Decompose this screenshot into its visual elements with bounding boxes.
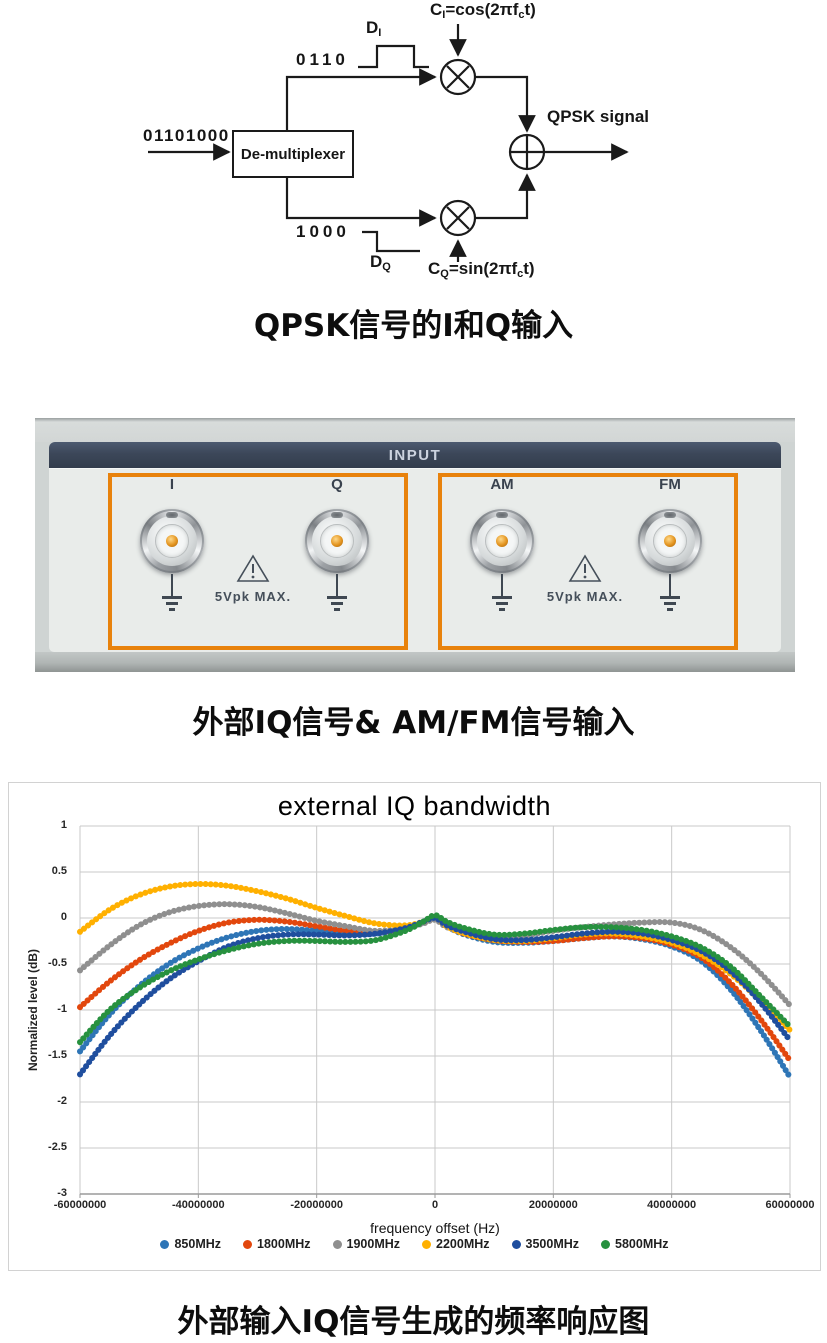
legend-item-1900mhz: 1900MHz <box>332 1237 401 1251</box>
legend-label: 1900MHz <box>346 1237 401 1251</box>
mixer-q-to-adder-line <box>475 173 536 220</box>
y-tick-label: -3 <box>57 1187 67 1199</box>
series-marker-icon <box>601 1239 611 1249</box>
bnc-connector-q[interactable] <box>305 509 369 573</box>
legend-label: 5800MHz <box>615 1237 669 1251</box>
ground-symbol-icon <box>161 574 183 614</box>
legend-item-5800mhz: 5800MHz <box>601 1237 669 1251</box>
iq-group-highlight-box <box>108 473 408 650</box>
demultiplexer-label: De-multiplexer <box>240 145 346 163</box>
q-branch-line <box>285 174 437 227</box>
di-label: DI <box>366 18 382 39</box>
series-marker-icon <box>160 1239 170 1249</box>
bnc-center-pin <box>166 535 178 547</box>
legend-label: 2200MHz <box>436 1237 490 1251</box>
instrument-panel-photo: INPUT I Q AM FM 5Vpk MAX. 5Vpk MAX. <box>35 418 795 672</box>
y-tick-label: -2 <box>57 1095 67 1107</box>
x-tick-label: 40000000 <box>647 1199 697 1211</box>
carrier-i-label: CI=cos(2πfct) <box>430 0 536 21</box>
x-axis-title: frequency offset (Hz) <box>370 1220 500 1236</box>
i-branch-line <box>285 68 437 130</box>
x-tick-label: 20000000 <box>528 1199 578 1211</box>
mixer-i-to-adder-line <box>475 75 536 133</box>
bnc-connector-i[interactable] <box>140 509 204 573</box>
legend-item-2200mhz: 2200MHz <box>422 1237 490 1251</box>
warning-triangle-icon <box>236 554 270 582</box>
x-tick-label: 0 <box>431 1199 439 1211</box>
amfm-group-highlight-box <box>438 473 738 650</box>
bnc-center-pin <box>496 535 508 547</box>
legend-label: 1800MHz <box>257 1237 311 1251</box>
qpsk-output-label: QPSK signal <box>547 107 650 126</box>
qpsk-block-diagram: 01101000 De-multiplexer 0110 DI CI=cos(2… <box>0 0 827 295</box>
bnc-center-pin <box>331 535 343 547</box>
y-tick-label: 1 <box>60 819 67 831</box>
i-bits-label: 0110 <box>296 50 349 69</box>
ground-symbol-icon <box>659 574 681 614</box>
bnc-center-pin <box>664 535 676 547</box>
x-tick-label: -60000000 <box>53 1199 107 1211</box>
demultiplexer-box: De-multiplexer <box>232 130 354 178</box>
panel-caption: 外部IQ信号& AM/FM信号输入 <box>192 705 635 741</box>
mixer-q-icon <box>439 199 477 237</box>
y-tick-label: 0 <box>60 911 67 923</box>
y-axis-tick-labels: 1 0.5 0 -0.5 -1 -1.5 -2 -2.5 -3 <box>9 819 75 1199</box>
panel-top-bezel <box>35 418 795 442</box>
mixer-i-icon <box>439 58 477 96</box>
panel-input-header: INPUT <box>49 442 781 468</box>
series-marker-icon <box>243 1239 253 1249</box>
q-bits-label: 1000 <box>296 222 350 241</box>
q-pulse-waveform <box>362 230 420 253</box>
legend-label: 850MHz <box>174 1237 222 1251</box>
frequency-response-chart: external IQ bandwidth Normalized level (… <box>8 782 821 1271</box>
chart-legend: 850MHz 1800MHz 1900MHz 2200MHz 3500MHz 5… <box>9 1237 820 1251</box>
y-tick-label: -1.5 <box>48 1049 67 1061</box>
series-5800MHz <box>77 912 793 1046</box>
series-marker-icon <box>422 1239 432 1249</box>
legend-item-1800mhz: 1800MHz <box>243 1237 311 1251</box>
legend-item-3500mhz: 3500MHz <box>511 1237 580 1251</box>
chart-title: external IQ bandwidth <box>277 791 552 821</box>
plot-area <box>77 825 793 1198</box>
connector-label-q: Q <box>331 476 343 493</box>
legend-label: 3500MHz <box>525 1237 580 1251</box>
ground-symbol-icon <box>326 574 348 614</box>
bnc-connector-fm[interactable] <box>638 509 702 573</box>
diagram-caption: QPSK信号的I和Q输入 <box>253 308 574 344</box>
series-marker-icon <box>332 1239 342 1249</box>
y-tick-label: 0.5 <box>51 865 67 877</box>
i-pulse-waveform <box>358 44 429 69</box>
x-axis-tick-labels: -60000000 -40000000 -20000000 0 20000000 4000… <box>54 1199 815 1213</box>
max-voltage-warning: 5Vpk MAX. <box>214 589 292 604</box>
dq-label: DQ <box>370 252 391 273</box>
y-tick-label: -0.5 <box>48 957 67 969</box>
connector-label-am: AM <box>490 476 514 493</box>
x-tick-label: 60000000 <box>765 1199 815 1211</box>
connector-label-fm: FM <box>659 476 681 493</box>
qpsk-diagram-lines <box>148 24 629 262</box>
bnc-connector-am[interactable] <box>470 509 534 573</box>
y-tick-label: -1 <box>57 1003 67 1015</box>
connector-label-i: I <box>169 476 175 493</box>
max-voltage-warning: 5Vpk MAX. <box>546 589 624 604</box>
chart-caption: 外部输入IQ信号生成的频率响应图 <box>177 1304 650 1340</box>
y-tick-label: -2.5 <box>48 1141 67 1153</box>
panel-bottom-bezel <box>35 652 795 672</box>
legend-item-850mhz: 850MHz <box>160 1237 221 1251</box>
adder-icon <box>508 133 546 171</box>
x-tick-label: -40000000 <box>172 1199 225 1211</box>
input-bits-label: 01101000 <box>143 126 230 145</box>
warning-triangle-icon <box>568 554 602 582</box>
x-tick-label: -20000000 <box>290 1199 343 1211</box>
input-header-label: INPUT <box>388 446 442 464</box>
series-marker-icon <box>511 1239 521 1249</box>
ground-symbol-icon <box>491 574 513 614</box>
carrier-q-label: CQ=sin(2πfct) <box>428 259 535 280</box>
